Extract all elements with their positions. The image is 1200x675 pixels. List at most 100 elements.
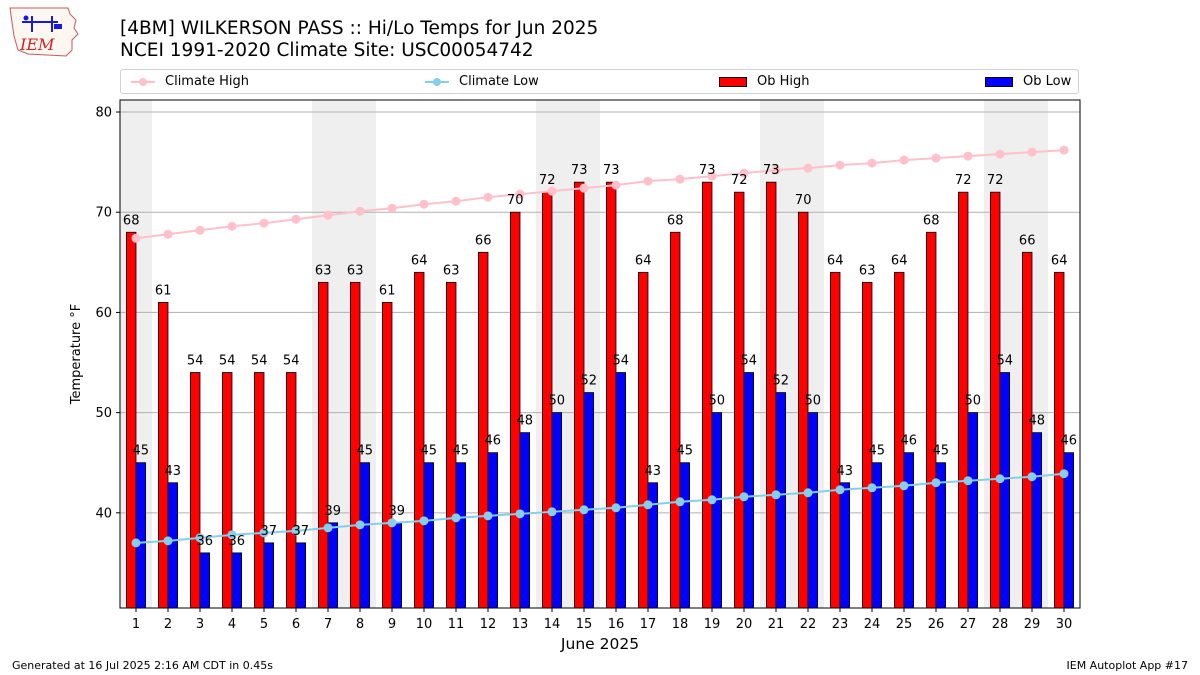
ob-low-bar [1031,432,1043,609]
climate-high-point [451,196,461,206]
climate-low-point [195,533,205,543]
x-tick-label: 13 [512,617,529,632]
x-tick-label: 30 [1056,617,1073,632]
legend-label: Climate Low [459,74,539,89]
climate-low-point [451,513,461,523]
generated-timestamp: Generated at 16 Jul 2025 2:16 AM CDT in … [12,659,273,672]
climate-high-point [707,171,717,181]
ob-low-label: 43 [165,464,182,479]
ob-high-label: 54 [251,354,268,369]
x-tick-label: 24 [864,617,881,632]
ob-low-label: 48 [1029,414,1046,429]
climate-high-point [867,158,877,168]
x-tick-label: 7 [324,617,332,632]
plot-frame [119,99,1081,609]
ob-high-label: 66 [475,233,492,248]
climate-low-point [739,492,749,502]
ob-high-bar [766,181,777,609]
climate-low-line [135,472,1065,544]
x-tick-label: 17 [640,617,657,632]
x-tick-label: 28 [992,617,1009,632]
climate-low-point [611,503,621,513]
ob-high-bar [509,211,521,609]
line-marker-icon [131,77,155,86]
ob-low-bar [775,392,787,609]
logo-text: IEM [19,35,55,54]
climate-low-point [835,485,845,495]
ob-high-bar [670,231,681,609]
x-tick-label: 27 [960,617,977,632]
climate-low-point [419,516,429,526]
climate-high-point [483,192,493,202]
ob-low-label: 54 [613,354,630,369]
climate-high-point [131,233,141,243]
climate-high-point [195,225,205,235]
x-tick-label: 23 [832,617,849,632]
ob-low-label: 46 [1061,434,1078,449]
ob-low-label: 52 [773,374,790,389]
x-tick-label: 16 [608,617,625,632]
iem-logo: IEM [8,6,80,58]
ob-high-label: 64 [827,253,844,268]
x-tick-label: 9 [388,617,396,632]
ob-low-bar [615,372,627,609]
bar-swatch-icon [719,76,747,87]
ob-low-bar [807,412,819,609]
climate-low-point [131,538,141,548]
x-tick-label: 1 [132,617,140,632]
ob-high-label: 72 [539,173,556,188]
climate-high-point [259,218,269,228]
legend-item-climate-high: Climate High [131,70,249,93]
ob-high-label: 61 [379,283,396,298]
iowa-weather-station-logo-icon: IEM [9,7,79,57]
ob-high-label: 63 [315,263,332,278]
ob-low-bar [167,482,179,609]
legend-item-climate-low: Climate Low [425,70,539,93]
x-tick-label: 26 [928,617,945,632]
ob-high-bar [1022,251,1033,609]
climate-high-point [739,168,749,178]
x-tick-label: 14 [544,617,561,632]
ob-high-label: 54 [283,354,300,369]
ob-high-bar [734,191,745,609]
ob-high-label: 66 [1019,233,1036,248]
ob-high-label: 61 [155,283,172,298]
ob-low-bar [391,522,403,609]
climate-low-point [867,483,877,493]
ob-high-label: 70 [795,193,812,208]
ob-low-label: 45 [453,444,470,459]
climate-low-point [483,511,493,521]
ob-high-label: 63 [859,263,876,278]
ob-low-label: 39 [325,504,342,519]
ob-high-label: 72 [987,173,1004,188]
climate-low-point [963,476,973,486]
x-tick-label: 29 [1024,617,1041,632]
climate-low-point [675,497,685,507]
ob-high-label: 70 [507,193,524,208]
ob-high-label: 68 [123,213,140,228]
climate-low-point [227,530,237,540]
climate-high-point [323,210,333,220]
ob-low-label: 36 [197,534,214,549]
climate-high-point [675,174,685,184]
climate-low-point [1027,472,1037,482]
ob-high-label: 73 [571,163,588,178]
climate-high-point [803,163,813,173]
climate-high-point [355,206,365,216]
ob-low-label: 45 [133,444,150,459]
ob-high-label: 63 [347,263,364,278]
bar-swatch-icon [985,76,1013,87]
ob-low-label: 43 [837,464,854,479]
climate-high-point [227,221,237,231]
ob-high-label: 54 [219,354,236,369]
legend-label: Ob High [757,74,810,89]
climate-low-point [323,523,333,533]
climate-high-point [163,229,173,239]
ob-high-bar [221,372,233,609]
x-tick-label: 19 [704,617,721,632]
ob-high-label: 72 [731,173,748,188]
climate-high-point [771,165,781,175]
ob-high-bar [798,211,809,609]
climate-low-point [931,478,941,488]
climate-low-point [163,536,173,546]
